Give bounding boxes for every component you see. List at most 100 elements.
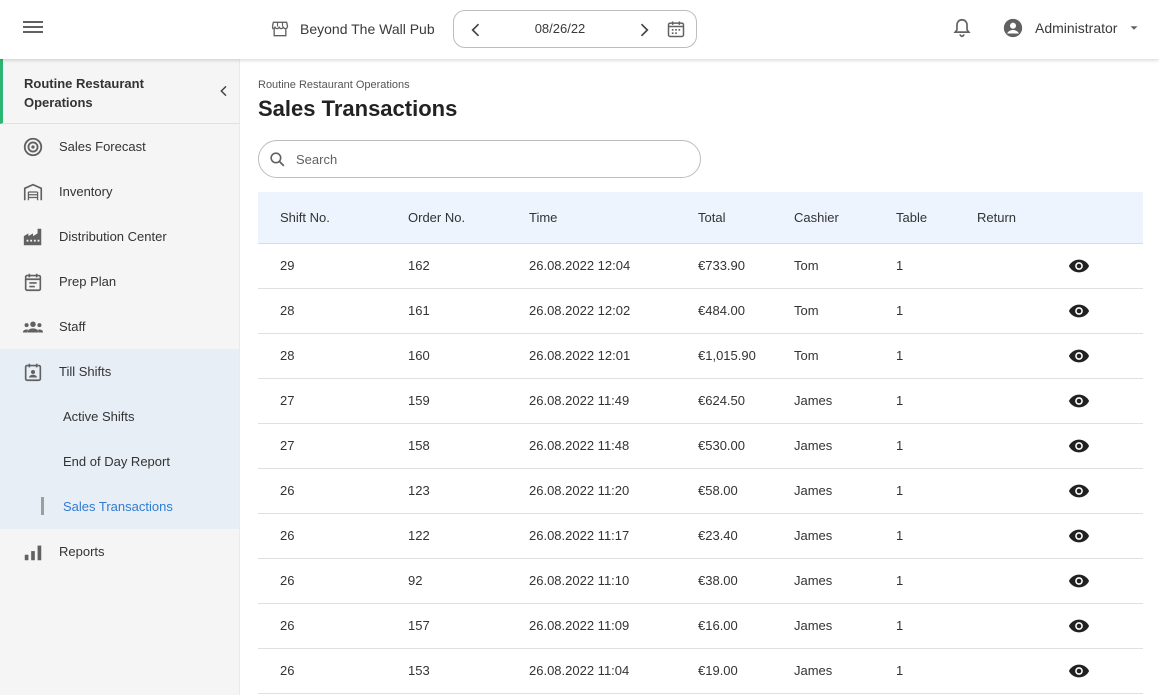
table-cell: 1 xyxy=(896,663,904,678)
sidebar-item-staff[interactable]: Staff xyxy=(0,304,239,349)
return-cell xyxy=(977,603,1068,648)
table-row[interactable]: 26 122 26.08.2022 11:17 €23.40 James 1 xyxy=(258,513,1143,558)
sidebar-subitem-active-shifts[interactable]: Active Shifts xyxy=(0,394,239,439)
column-header-return[interactable]: Return xyxy=(977,209,1017,225)
eye-icon[interactable] xyxy=(1068,660,1090,682)
total-cell: €38.00 xyxy=(698,573,738,588)
eye-icon[interactable] xyxy=(1068,345,1090,367)
breadcrumb[interactable]: Routine Restaurant Operations xyxy=(258,79,410,91)
return-cell xyxy=(977,423,1068,468)
sidebar-subitem-label: Active Shifts xyxy=(63,409,135,424)
table-header-row: Shift No. Order No. Time Total Cashier T… xyxy=(258,192,1143,243)
total-cell: €733.90 xyxy=(698,258,745,273)
sidebar-item-reports[interactable]: Reports xyxy=(0,529,239,574)
store-icon xyxy=(271,21,289,37)
date-picker: 08/26/22 xyxy=(453,10,697,48)
calendar-icon[interactable] xyxy=(666,19,686,39)
column-header-total[interactable]: Total xyxy=(698,209,726,225)
eye-icon[interactable] xyxy=(1068,300,1090,322)
user-menu[interactable]: Administrator xyxy=(1002,17,1141,39)
user-name: Administrator xyxy=(1035,20,1118,36)
view-button[interactable] xyxy=(1068,333,1143,378)
table-cell: 1 xyxy=(896,483,904,498)
warehouse-icon xyxy=(23,183,43,200)
return-cell xyxy=(977,558,1068,603)
sidebar-item-label: Sales Forecast xyxy=(59,139,146,154)
eye-icon[interactable] xyxy=(1068,615,1090,637)
eye-icon[interactable] xyxy=(1068,435,1090,457)
time-cell: 26.08.2022 11:17 xyxy=(529,528,630,543)
table-row[interactable]: 26 92 26.08.2022 11:10 €38.00 James 1 xyxy=(258,558,1143,603)
sidebar-item-till-shifts[interactable]: Till Shifts xyxy=(0,349,239,394)
column-header-cashier[interactable]: Cashier xyxy=(794,209,839,225)
view-button[interactable] xyxy=(1068,468,1143,513)
eye-icon[interactable] xyxy=(1068,255,1090,277)
column-header-order-no[interactable]: Order No. xyxy=(408,209,466,225)
view-button[interactable] xyxy=(1068,558,1143,603)
column-header-table[interactable]: Table xyxy=(896,209,928,225)
sidebar-item-inventory[interactable]: Inventory xyxy=(0,169,239,214)
sidebar-item-label: Prep Plan xyxy=(59,274,117,289)
shift-no-cell: 26 xyxy=(280,573,295,588)
return-cell xyxy=(977,468,1068,513)
total-cell: €484.00 xyxy=(698,303,745,318)
table-row[interactable]: 29 162 26.08.2022 12:04 €733.90 Tom 1 xyxy=(258,243,1143,288)
cashier-cell: James xyxy=(794,573,833,588)
table-row[interactable]: 26 123 26.08.2022 11:20 €58.00 James 1 xyxy=(258,468,1143,513)
order-no-cell: 123 xyxy=(408,483,430,498)
bell-icon[interactable] xyxy=(951,17,973,39)
order-no-cell: 159 xyxy=(408,393,430,408)
eye-icon[interactable] xyxy=(1068,480,1090,502)
sidebar-item-sales-forecast[interactable]: Sales Forecast xyxy=(0,124,239,169)
table-row[interactable]: 26 153 26.08.2022 11:04 €19.00 James 1 xyxy=(258,648,1143,693)
view-button[interactable] xyxy=(1068,513,1143,558)
chevron-right-icon[interactable] xyxy=(634,20,654,40)
venue-selector[interactable]: Beyond The Wall Pub xyxy=(270,18,435,40)
table-row[interactable]: 26 157 26.08.2022 11:09 €16.00 James 1 xyxy=(258,603,1143,648)
column-header-time[interactable]: Time xyxy=(529,209,558,225)
view-button[interactable] xyxy=(1068,423,1143,468)
chevron-left-icon[interactable] xyxy=(216,83,232,99)
table-row[interactable]: 28 160 26.08.2022 12:01 €1,015.90 Tom 1 xyxy=(258,333,1143,378)
total-cell: €624.50 xyxy=(698,393,745,408)
eye-icon[interactable] xyxy=(1068,390,1090,412)
cashier-cell: Tom xyxy=(794,258,819,273)
sidebar-item-distribution-center[interactable]: Distribution Center xyxy=(0,214,239,259)
people-icon xyxy=(22,321,44,332)
eye-icon[interactable] xyxy=(1068,570,1090,592)
sidebar-subitem-sales-transactions[interactable]: Sales Transactions xyxy=(0,484,239,529)
table-row[interactable]: 27 158 26.08.2022 11:48 €530.00 James 1 xyxy=(258,423,1143,468)
time-cell: 26.08.2022 12:01 xyxy=(529,348,631,363)
time-cell: 26.08.2022 12:04 xyxy=(529,258,631,273)
view-button[interactable] xyxy=(1068,288,1143,333)
return-cell xyxy=(977,333,1068,378)
order-no-cell: 122 xyxy=(408,528,430,543)
sidebar: Routine Restaurant Operations Sales Fore… xyxy=(0,59,240,695)
view-button[interactable] xyxy=(1068,648,1143,693)
sidebar-item-prep-plan[interactable]: Prep Plan xyxy=(0,259,239,304)
shift-no-cell: 28 xyxy=(280,348,295,363)
column-header-shift-no[interactable]: Shift No. xyxy=(280,209,330,225)
table-row[interactable]: 27 159 26.08.2022 11:49 €624.50 James 1 xyxy=(258,378,1143,423)
page-title: Sales Transactions xyxy=(258,96,458,121)
time-cell: 26.08.2022 11:09 xyxy=(529,618,630,633)
view-button[interactable] xyxy=(1068,603,1143,648)
hamburger-icon[interactable] xyxy=(22,18,44,40)
calendar-person-icon xyxy=(24,363,42,381)
total-cell: €1,015.90 xyxy=(698,348,756,363)
time-cell: 26.08.2022 11:48 xyxy=(529,438,630,453)
table-row[interactable]: 28 161 26.08.2022 12:02 €484.00 Tom 1 xyxy=(258,288,1143,333)
shift-no-cell: 26 xyxy=(280,483,295,498)
order-no-cell: 158 xyxy=(408,438,430,453)
eye-icon[interactable] xyxy=(1068,525,1090,547)
order-no-cell: 160 xyxy=(408,348,430,363)
transactions-table: Shift No. Order No. Time Total Cashier T… xyxy=(258,192,1143,694)
sidebar-subitem-end-of-day-report[interactable]: End of Day Report xyxy=(0,439,239,484)
view-button[interactable] xyxy=(1068,378,1143,423)
current-date[interactable]: 08/26/22 xyxy=(534,21,586,36)
view-button[interactable] xyxy=(1068,243,1143,288)
return-cell xyxy=(977,378,1068,423)
search-input[interactable] xyxy=(296,149,686,169)
time-cell: 26.08.2022 12:02 xyxy=(529,303,631,318)
chevron-left-icon[interactable] xyxy=(466,20,486,40)
